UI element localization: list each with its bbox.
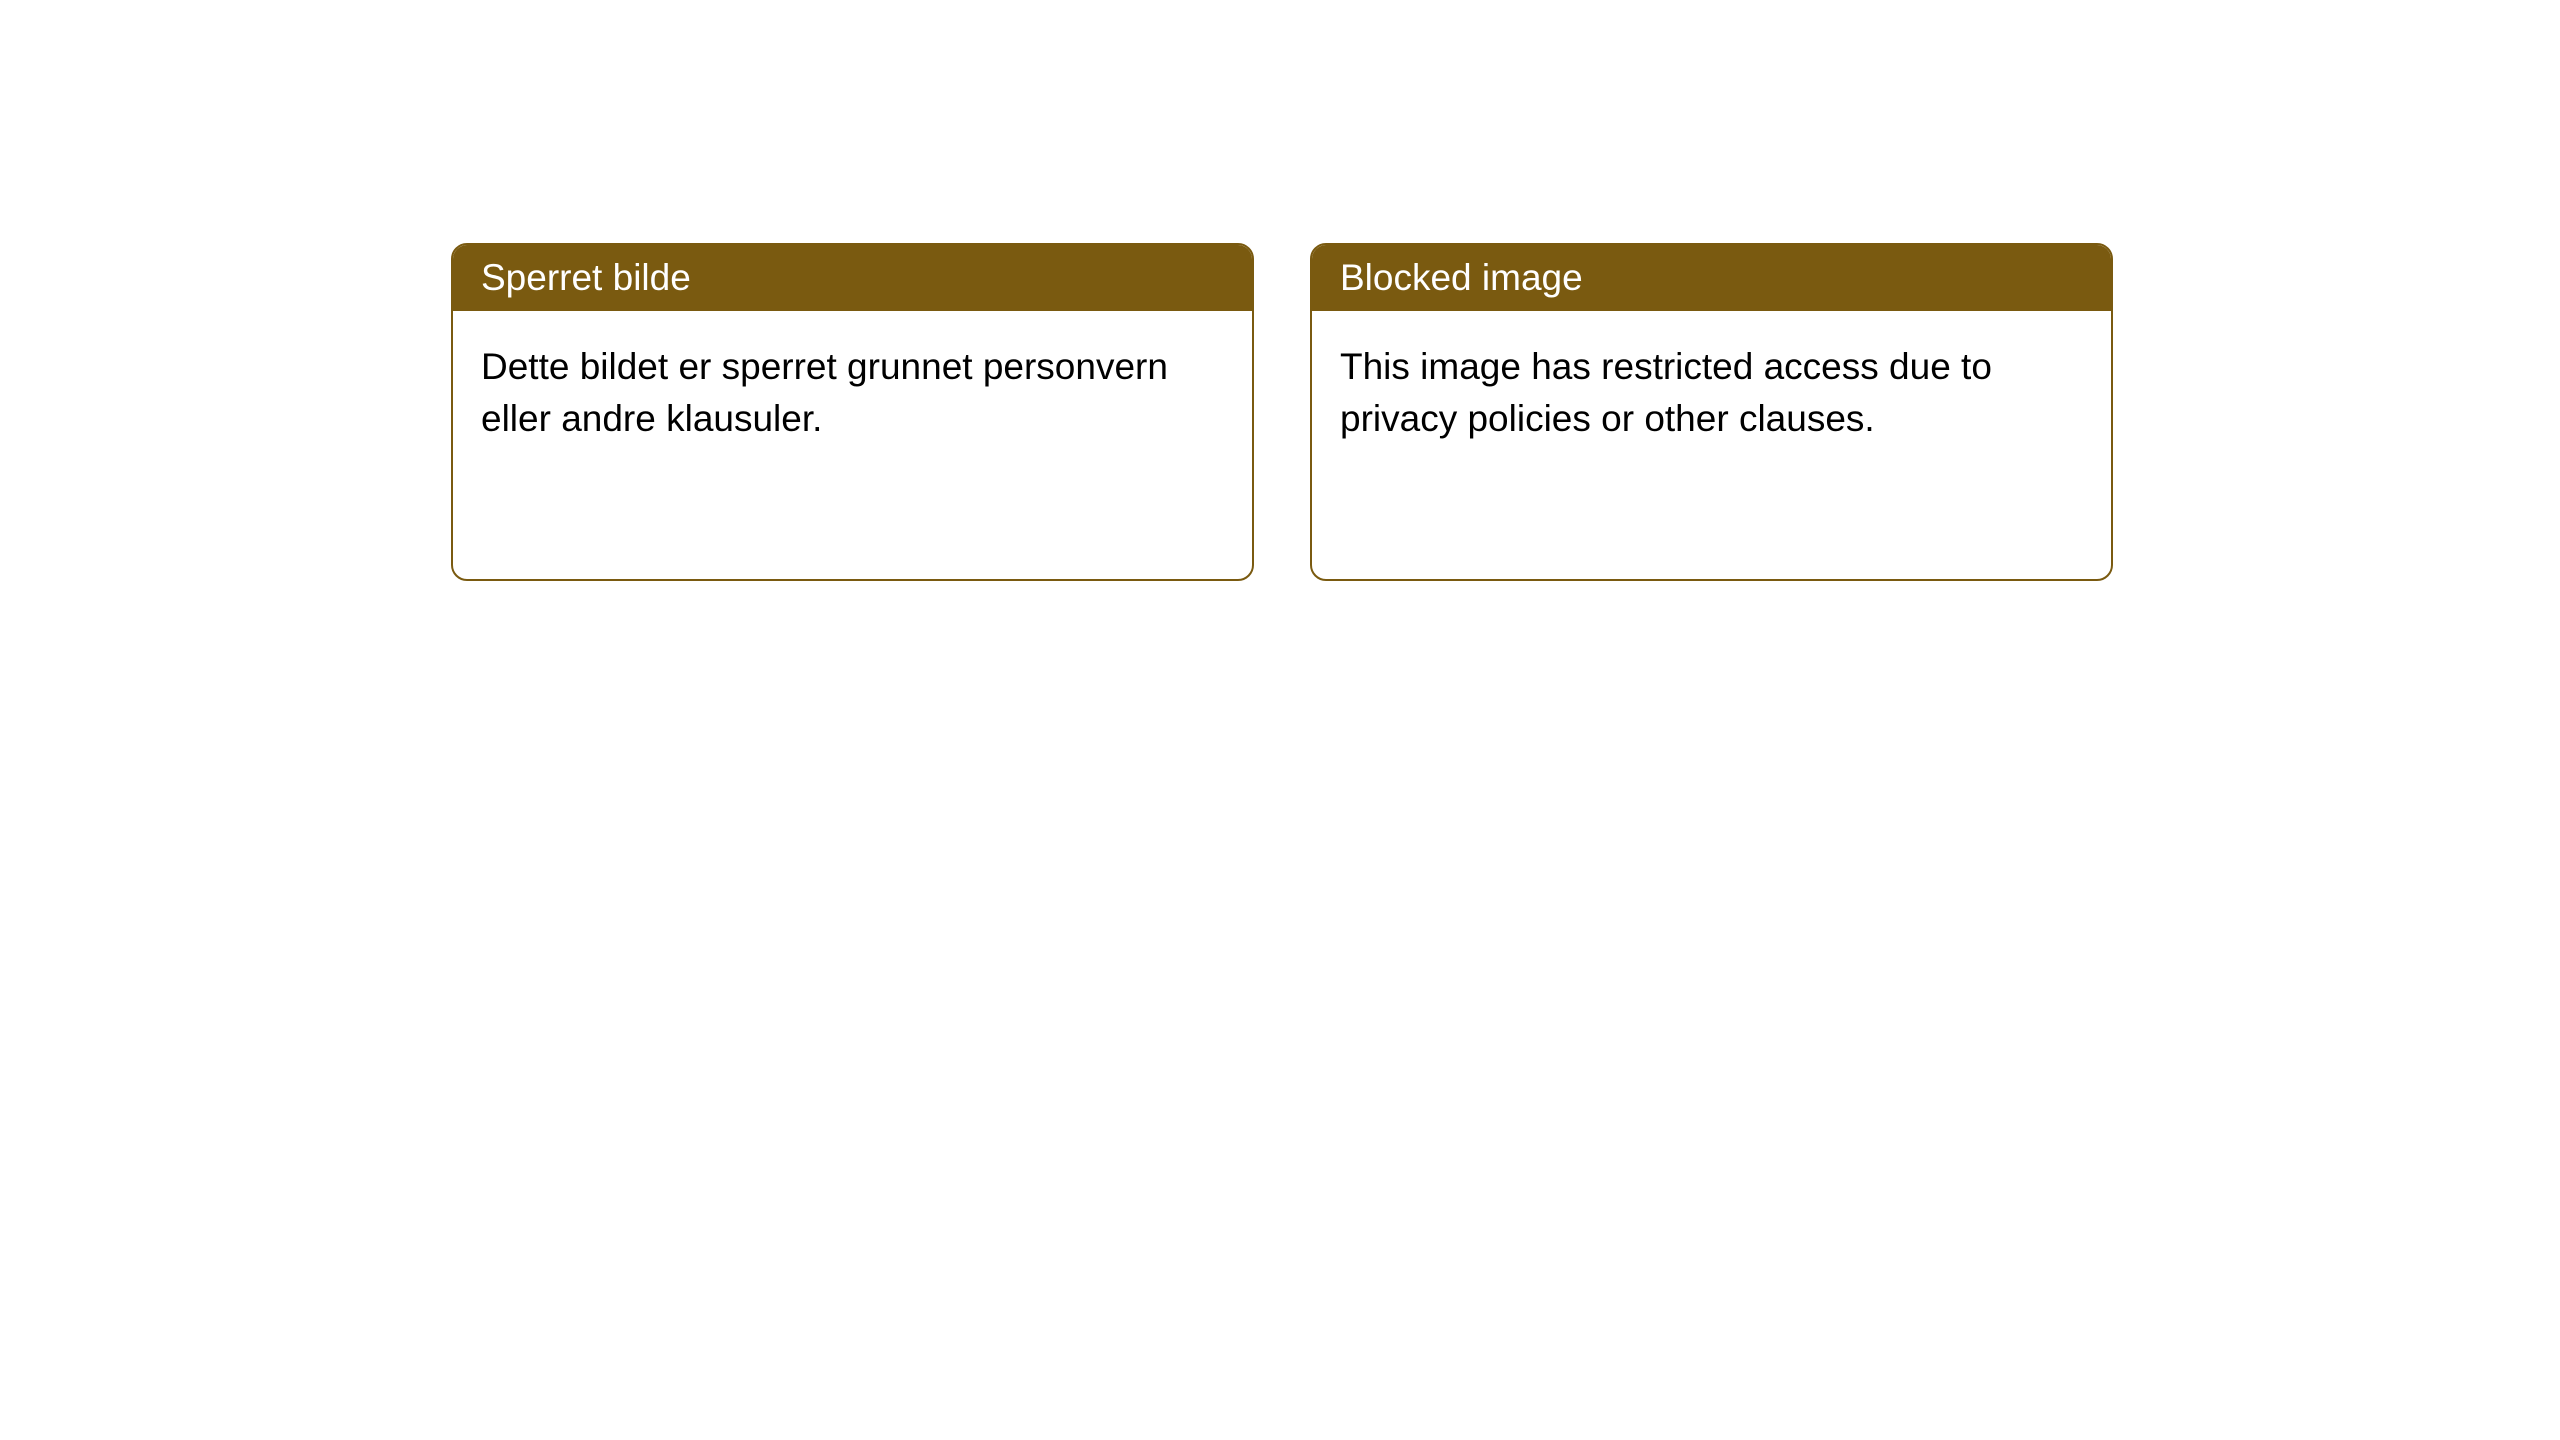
notice-header: Sperret bilde [453, 245, 1252, 311]
notice-box-english: Blocked image This image has restricted … [1310, 243, 2113, 581]
notice-body: Dette bildet er sperret grunnet personve… [453, 311, 1252, 579]
notice-header: Blocked image [1312, 245, 2111, 311]
notice-box-norwegian: Sperret bilde Dette bildet er sperret gr… [451, 243, 1254, 581]
notice-body: This image has restricted access due to … [1312, 311, 2111, 579]
notices-container: Sperret bilde Dette bildet er sperret gr… [0, 0, 2560, 581]
